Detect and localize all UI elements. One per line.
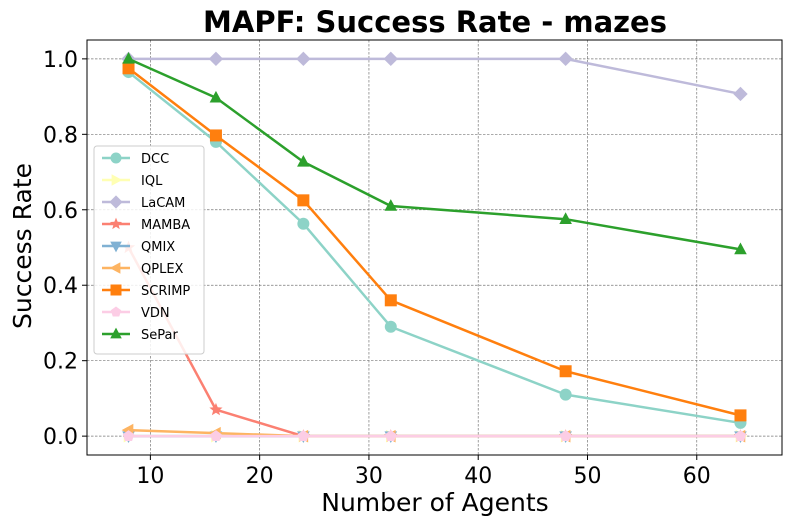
data-point-dcc — [559, 388, 572, 401]
data-point-vdn — [559, 430, 572, 441]
legend-entry-scrimp: SCRIMP — [102, 284, 190, 299]
data-point-separ — [734, 242, 747, 255]
x-tick-label: 20 — [246, 464, 274, 489]
series-line-separ — [128, 57, 741, 251]
data-point-scrimp — [384, 294, 397, 307]
data-point-scrimp — [297, 194, 310, 207]
x-tick-label: 40 — [464, 464, 492, 489]
legend-label-iql: IQL — [141, 174, 163, 189]
data-point-dcc — [384, 320, 397, 333]
data-point-dcc — [297, 217, 310, 230]
legend-marker-scrimp — [110, 284, 122, 296]
legend-label-vdn: VDN — [141, 306, 170, 321]
legend-marker-dcc — [110, 152, 122, 164]
x-tick-label: 10 — [136, 464, 164, 489]
x-tick-label: 30 — [355, 464, 383, 489]
legend-entry-mamba: MAMBA — [102, 217, 190, 233]
series-layer — [121, 51, 748, 444]
tick-layer: 10 20 30 40 50 60 0.0 0.2 0.4 0.6 0.8 1.0 — [43, 48, 711, 489]
data-point-lacam — [296, 51, 311, 67]
data-point-scrimp — [209, 129, 222, 142]
legend-marker-mamba — [109, 217, 123, 230]
data-point-scrimp — [122, 62, 135, 75]
chart-title: MAPF: Success Rate - mazes — [203, 5, 667, 39]
series-mamba — [121, 240, 748, 442]
legend-label-mamba: MAMBA — [141, 218, 190, 233]
data-point-lacam — [208, 51, 224, 67]
legend-box — [93, 145, 205, 355]
data-point-vdn — [210, 430, 222, 441]
data-point-lacam — [733, 86, 748, 102]
data-point-lacam — [558, 51, 573, 67]
y-tick-label: 0.0 — [43, 425, 78, 450]
series-vdn — [122, 430, 747, 441]
legend-entry-separ: SePar — [102, 327, 178, 343]
data-point-vdn — [385, 430, 397, 441]
legend-entry-vdn: VDN — [102, 306, 170, 321]
legend-label-qplex: QPLEX — [141, 262, 184, 277]
data-point-vdn — [297, 430, 310, 441]
series-separ — [122, 51, 747, 255]
legend-label-dcc: DCC — [141, 152, 169, 167]
data-point-separ — [297, 154, 310, 167]
legend-marker-iql — [111, 174, 123, 186]
data-point-mamba — [209, 402, 223, 416]
legend-entry-iql: IQL — [102, 174, 163, 189]
series-line-dcc — [127, 71, 741, 425]
legend-marker-separ — [110, 327, 122, 339]
data-point-scrimp — [559, 365, 572, 378]
legend-entry-lacam: LaCAM — [102, 195, 185, 211]
legend-entry-dcc: DCC — [102, 152, 169, 167]
y-tick-label: 0.8 — [43, 123, 78, 148]
legend-entry-qmix: QMIX — [102, 240, 175, 255]
legend-marker-lacam — [109, 195, 123, 209]
legend-marker-qplex — [109, 262, 121, 274]
legend-entry-qplex: QPLEX — [102, 262, 184, 277]
x-tick-label: 50 — [573, 464, 601, 489]
legend-label-lacam: LaCAM — [141, 196, 185, 211]
data-point-separ — [384, 199, 398, 211]
series-line-lacam — [128, 57, 741, 96]
x-tick-label: 60 — [683, 464, 711, 489]
legend-label-separ: SePar — [141, 328, 178, 343]
series-dcc — [122, 66, 747, 429]
y-tick-label: 1.0 — [43, 48, 78, 73]
data-point-lacam — [383, 51, 398, 67]
legend: DCC IQL LaCAM MAMBA QMIX QPLEX SCRIMP VDN SePar — [93, 145, 205, 355]
series-scrimp — [122, 62, 747, 422]
y-axis-label: Success Rate — [8, 163, 37, 329]
legend-label-scrimp: SCRIMP — [141, 284, 190, 299]
data-point-separ — [559, 212, 572, 224]
legend-marker-vdn — [110, 306, 122, 317]
data-point-scrimp — [734, 409, 747, 422]
series-line-scrimp — [127, 67, 741, 417]
y-tick-label: 0.2 — [43, 350, 78, 375]
data-point-vdn — [122, 430, 135, 441]
x-axis-label: Number of Agents — [321, 488, 548, 517]
data-point-separ — [122, 51, 135, 64]
legend-label-qmix: QMIX — [141, 240, 175, 255]
plot-frame — [86, 39, 783, 456]
y-tick-label: 0.4 — [43, 274, 78, 299]
legend-marker-qmix — [110, 241, 122, 253]
data-point-vdn — [734, 430, 747, 441]
data-point-separ — [209, 90, 223, 103]
y-tick-label: 0.6 — [43, 199, 78, 224]
grid — [87, 40, 782, 455]
